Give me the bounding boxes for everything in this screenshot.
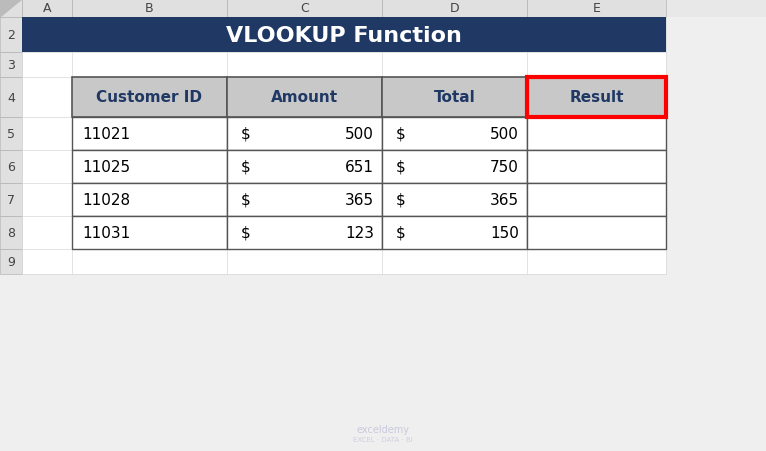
- Text: 2: 2: [7, 29, 15, 42]
- Bar: [527, 151, 666, 184]
- Text: Result: Result: [569, 90, 624, 105]
- Text: $: $: [241, 160, 250, 175]
- Text: 11021: 11021: [82, 127, 130, 142]
- Bar: [227, 78, 382, 118]
- Text: 11031: 11031: [82, 226, 130, 240]
- Bar: [72, 118, 227, 151]
- Text: 750: 750: [490, 160, 519, 175]
- Bar: [72, 78, 227, 118]
- Bar: [22, 18, 666, 53]
- Text: 365: 365: [490, 193, 519, 207]
- Bar: [0, 0, 766, 18]
- Bar: [22, 18, 666, 274]
- Text: 11025: 11025: [82, 160, 130, 175]
- Bar: [0, 151, 22, 184]
- Text: 11028: 11028: [82, 193, 130, 207]
- Text: 150: 150: [490, 226, 519, 240]
- Text: B: B: [146, 3, 154, 15]
- Bar: [527, 118, 666, 151]
- Text: A: A: [43, 3, 51, 15]
- Text: 6: 6: [7, 161, 15, 174]
- Text: E: E: [593, 3, 601, 15]
- Text: Customer ID: Customer ID: [97, 90, 202, 105]
- Text: 123: 123: [345, 226, 374, 240]
- Text: C: C: [300, 3, 309, 15]
- Text: $: $: [396, 127, 406, 142]
- Bar: [72, 216, 227, 249]
- Text: exceldemy: exceldemy: [356, 424, 410, 434]
- Bar: [227, 151, 382, 184]
- Text: $: $: [396, 193, 406, 207]
- Text: 3: 3: [7, 59, 15, 72]
- Bar: [227, 216, 382, 249]
- Text: Total: Total: [434, 90, 476, 105]
- Polygon shape: [0, 0, 22, 18]
- Bar: [0, 0, 22, 18]
- Bar: [0, 118, 22, 151]
- Bar: [527, 0, 666, 18]
- Text: 651: 651: [345, 160, 374, 175]
- Text: EXCEL · DATA · BI: EXCEL · DATA · BI: [353, 436, 413, 442]
- Bar: [227, 184, 382, 216]
- Bar: [527, 78, 666, 118]
- Text: 4: 4: [7, 91, 15, 104]
- Bar: [0, 184, 22, 216]
- Bar: [227, 0, 382, 18]
- Text: $: $: [241, 127, 250, 142]
- Bar: [72, 151, 227, 184]
- Bar: [0, 53, 22, 78]
- Bar: [382, 151, 527, 184]
- Bar: [527, 78, 666, 118]
- Text: D: D: [450, 3, 460, 15]
- Text: 7: 7: [7, 193, 15, 207]
- Bar: [0, 249, 22, 274]
- Text: 365: 365: [345, 193, 374, 207]
- Text: $: $: [241, 226, 250, 240]
- Bar: [382, 118, 527, 151]
- Bar: [382, 184, 527, 216]
- Text: 500: 500: [490, 127, 519, 142]
- Text: 9: 9: [7, 255, 15, 268]
- Bar: [527, 184, 666, 216]
- Text: 500: 500: [345, 127, 374, 142]
- Bar: [0, 216, 22, 249]
- Bar: [0, 78, 22, 118]
- Bar: [72, 184, 227, 216]
- Bar: [382, 78, 527, 118]
- Bar: [382, 0, 527, 18]
- Text: VLOOKUP Function: VLOOKUP Function: [226, 25, 462, 46]
- Bar: [382, 216, 527, 249]
- Bar: [22, 0, 72, 18]
- Text: $: $: [396, 160, 406, 175]
- Text: $: $: [396, 226, 406, 240]
- Text: 8: 8: [7, 226, 15, 239]
- Text: 5: 5: [7, 128, 15, 141]
- Bar: [227, 118, 382, 151]
- Bar: [72, 0, 227, 18]
- Text: Amount: Amount: [271, 90, 338, 105]
- Bar: [527, 216, 666, 249]
- Bar: [0, 18, 22, 53]
- Text: $: $: [241, 193, 250, 207]
